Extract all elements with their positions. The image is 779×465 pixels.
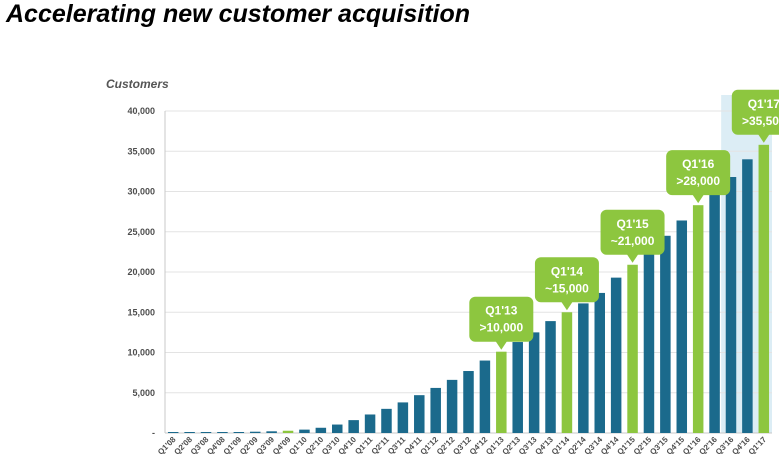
callout-box bbox=[731, 89, 779, 135]
bar bbox=[315, 427, 327, 433]
callout-value: >35,500 bbox=[742, 114, 779, 128]
bar bbox=[594, 292, 605, 433]
bar bbox=[725, 177, 737, 433]
bar bbox=[184, 432, 195, 433]
callout-value: ~15,000 bbox=[545, 281, 589, 295]
bar bbox=[249, 431, 261, 433]
bar bbox=[381, 408, 392, 433]
bar bbox=[643, 250, 655, 433]
y-tick-label: - bbox=[152, 428, 155, 438]
bar bbox=[397, 402, 409, 433]
bar bbox=[512, 342, 523, 433]
bar bbox=[742, 159, 753, 434]
bar bbox=[610, 277, 622, 433]
bar bbox=[578, 303, 589, 433]
y-axis-title: Customers bbox=[106, 77, 169, 91]
y-tick-label: 10,000 bbox=[127, 348, 155, 358]
y-tick-label: 40,000 bbox=[127, 106, 155, 116]
callout-box bbox=[600, 209, 665, 255]
bar bbox=[758, 144, 770, 433]
y-tick-label: 20,000 bbox=[127, 267, 155, 277]
bar bbox=[709, 189, 720, 433]
callout-box bbox=[666, 150, 731, 196]
bar bbox=[545, 321, 556, 433]
bar bbox=[528, 332, 540, 433]
bar bbox=[463, 371, 474, 433]
bar bbox=[479, 360, 491, 433]
bar bbox=[414, 395, 425, 433]
bar bbox=[217, 432, 228, 433]
callout-quarter: Q1'17 bbox=[748, 97, 779, 111]
x-tick-label: Q1'17 bbox=[747, 435, 769, 457]
bar bbox=[332, 424, 343, 433]
bar bbox=[430, 387, 441, 433]
bar bbox=[676, 220, 688, 433]
bar bbox=[364, 414, 376, 433]
bar bbox=[200, 432, 212, 433]
callout-quarter: Q1'15 bbox=[616, 217, 649, 231]
x-tick-label: Q4'10 bbox=[337, 435, 359, 457]
callout-value: ~21,000 bbox=[611, 234, 655, 248]
callout-pointer bbox=[626, 253, 639, 263]
callout-box bbox=[469, 296, 534, 342]
bar bbox=[660, 235, 671, 433]
callout-value: >10,000 bbox=[479, 321, 523, 335]
y-tick-label: 5,000 bbox=[132, 388, 155, 398]
bar bbox=[561, 312, 573, 433]
callout-box bbox=[534, 257, 599, 303]
bar bbox=[233, 432, 245, 433]
slide-title: Accelerating new customer acquisition bbox=[6, 0, 471, 28]
y-tick-label: 35,000 bbox=[127, 146, 155, 156]
callout-value: >28,000 bbox=[676, 174, 720, 188]
bar bbox=[266, 431, 277, 433]
callout-pointer bbox=[757, 133, 770, 143]
bar bbox=[627, 264, 638, 433]
callout-quarter: Q1'14 bbox=[551, 264, 584, 278]
y-tick-label: 25,000 bbox=[127, 227, 155, 237]
bar bbox=[446, 379, 458, 433]
callout-quarter: Q1'16 bbox=[682, 157, 715, 171]
bar bbox=[299, 429, 310, 433]
callout-pointer bbox=[495, 340, 508, 350]
y-tick-label: 30,000 bbox=[127, 187, 155, 197]
bar bbox=[348, 420, 359, 433]
bar bbox=[167, 432, 179, 433]
callout-pointer bbox=[692, 194, 705, 204]
bar bbox=[692, 205, 704, 433]
callout-quarter: Q1'13 bbox=[485, 304, 518, 318]
callout-pointer bbox=[560, 301, 573, 311]
y-tick-label: 15,000 bbox=[127, 307, 155, 317]
bar bbox=[282, 430, 294, 433]
bar bbox=[496, 351, 507, 433]
